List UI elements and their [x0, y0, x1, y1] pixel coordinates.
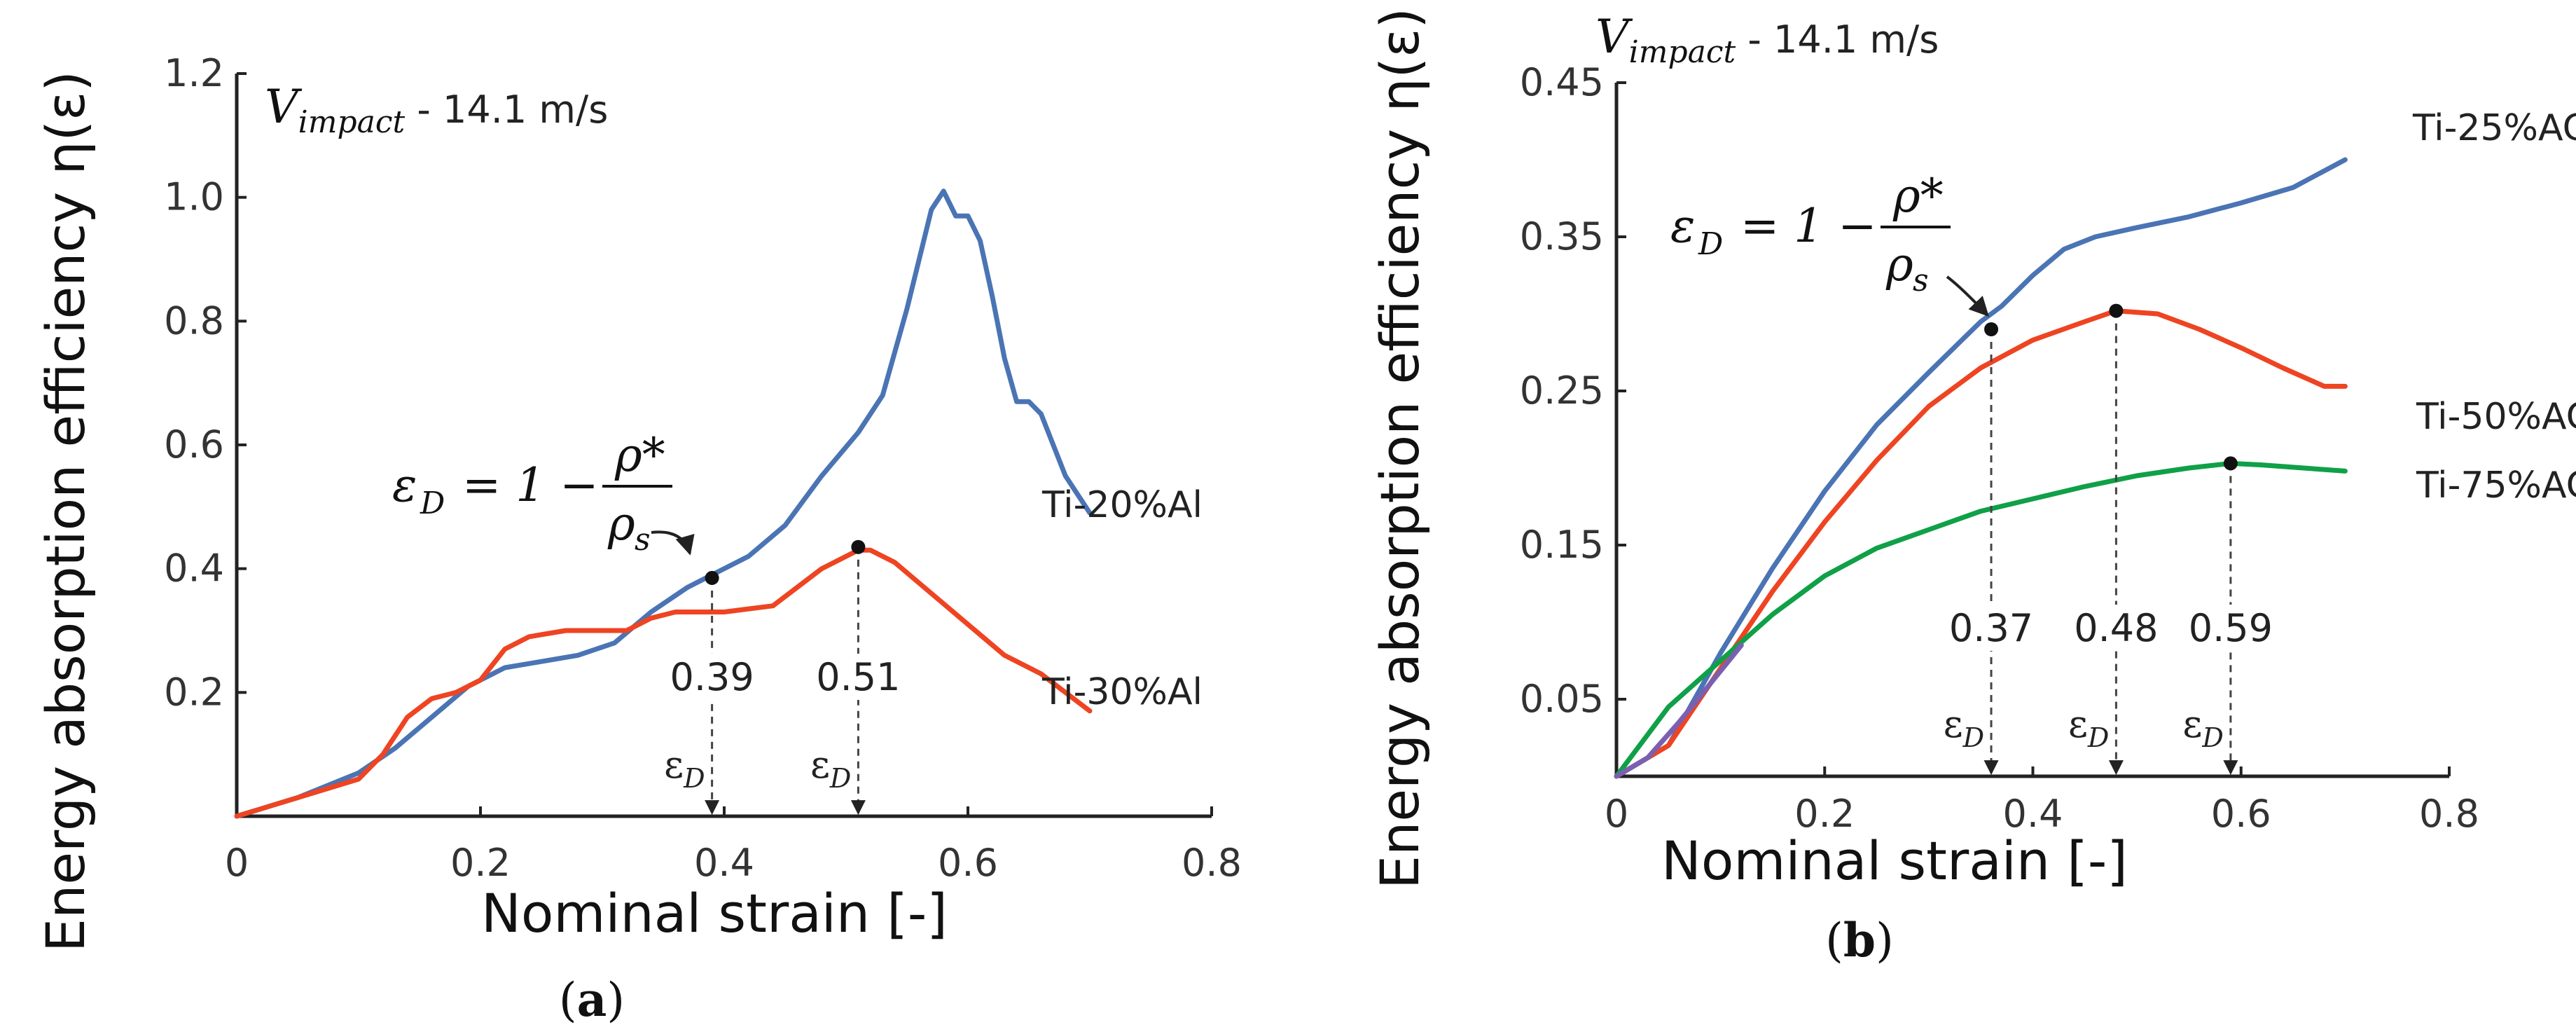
panel-a-y-tick-label: 0.2	[164, 670, 224, 714]
panel-a-x-tick-label: 0.8	[1182, 841, 1242, 885]
svg-text:D: D	[1698, 226, 1723, 262]
svg-text:= 1 −: = 1 −	[462, 458, 599, 512]
svg-text:s: s	[1913, 263, 1929, 298]
panel-b-value-label: 0.48	[2074, 606, 2158, 650]
panel-b-x-tick-label: 0.4	[2003, 792, 2063, 836]
svg-text:ρ: ρ	[607, 497, 635, 551]
panel-a-eps-label: εD	[810, 743, 851, 794]
panel-b-eps-label: εD	[2068, 702, 2109, 753]
panel-b-series-line-ti-75-ac	[1614, 460, 2348, 779]
panel-a-formula: ε D = 1 − ρ* ρ s	[392, 428, 672, 558]
panel-a-x-tick-label: 0.6	[938, 841, 998, 885]
panel-b: 0 0.2 0.4 0.6 0.8 0.05 0.15 0.25 0.35 0.45 0.37 εD…	[1369, 8, 2576, 968]
panel-b-caption: (b)	[1825, 913, 1894, 968]
panel-a-formula-arrow	[651, 530, 695, 556]
panel-b-y-tick-label: 0.25	[1520, 369, 1604, 413]
panel-a: 0 0.2 0.4 0.6 0.80.20.40.60.81.01.2 0.39εD0.…	[34, 51, 1242, 1027]
panel-b-impact-label: Vimpact - 14.1 m/s	[1595, 10, 1939, 70]
panel-a-y-tick-label: 1.2	[164, 51, 224, 95]
panel-b-value-label: 0.59	[2189, 606, 2273, 650]
panel-a-x-tick-label: 0.4	[694, 841, 754, 885]
panel-a-y-tick-label: 1.0	[164, 175, 224, 219]
panel-a-value-label: 0.39	[670, 655, 754, 699]
panel-b-formula: ε D = 1 − ρ* ρ s	[1670, 169, 1951, 298]
svg-text:s: s	[635, 522, 651, 558]
panel-b-y-tick-label: 0.05	[1520, 677, 1604, 721]
panel-a-y-tick-label: 0.6	[164, 422, 224, 467]
panel-b-series	[1614, 157, 2348, 779]
panel-a-series-line-ti-20-al	[234, 188, 1093, 819]
panel-a-points: 0.39 εD 0.51 εD	[664, 539, 901, 816]
panel-b-x-tick-label: 0.8	[2419, 792, 2479, 836]
svg-text:ε: ε	[392, 458, 417, 512]
panel-a-x-tick-label: 0.2	[450, 841, 511, 885]
svg-text:ρ*: ρ*	[1892, 169, 1944, 223]
svg-text:ρ: ρ	[1885, 238, 1913, 291]
panel-b-y-tick-label: 0.35	[1520, 214, 1604, 259]
panel-b-series-line-extra-3	[1614, 642, 1744, 779]
panel-b-x-tick-label: 0.2	[1794, 792, 1855, 836]
panel-a-series-label-ti30: Ti-30%Al	[1041, 671, 1203, 713]
panel-a-ylabel: Energy absorption efficiency η(ε)	[34, 71, 97, 952]
panel-b-series-label-ti25: Ti-25%AC	[2412, 107, 2576, 149]
panel-a-value-label: 0.51	[816, 655, 900, 699]
panel-a-value-label-bg	[671, 654, 753, 700]
panel-a-caption: (a)	[559, 972, 625, 1027]
panel-b-points: 0.37 εD 0.48 εD 0.59 εD	[1944, 303, 2273, 776]
svg-text:= 1 −: = 1 −	[1740, 199, 1877, 253]
svg-text:D: D	[420, 486, 445, 521]
panel-a-marked-point	[851, 539, 866, 554]
panel-b-value-label-bg	[1951, 605, 2033, 651]
panel-a-y-tick-label: 0.4	[164, 546, 224, 591]
panel-b-xlabel: Nominal strain [-]	[1661, 830, 2128, 892]
panel-a-series-label-ti20: Ti-20%Al	[1041, 484, 1203, 526]
svg-text:ε: ε	[1670, 199, 1695, 253]
panel-b-marked-point	[2109, 303, 2124, 318]
svg-text:ρ*: ρ*	[614, 428, 665, 482]
panel-b-marked-point	[2223, 456, 2238, 471]
panel-b-axes: 0 0.2 0.4 0.6 0.8 0.05 0.15 0.25 0.35 0.45	[1520, 60, 2479, 836]
panel-a-value-label-bg	[817, 654, 899, 700]
panel-a-eps-label: εD	[664, 743, 705, 794]
panel-b-y-tick-label: 0.45	[1520, 60, 1604, 104]
panel-a-xlabel: Nominal strain [-]	[481, 882, 948, 944]
panel-b-ylabel: Energy absorption efficiency η(ε)	[1369, 8, 1431, 889]
panel-a-x-tick-label: 0	[225, 841, 249, 885]
panel-a-series	[234, 188, 1093, 819]
panel-b-formula-arrow	[1946, 275, 1989, 317]
panel-b-x-tick-label: 0.6	[2211, 792, 2271, 836]
panel-b-series-line-ti-25-ac	[1614, 157, 2348, 779]
panel-b-value-label: 0.37	[1949, 606, 2033, 650]
panel-b-series-line-ti-50-ac	[1614, 308, 2348, 779]
panel-a-series-line-ti-30-al	[234, 547, 1093, 819]
panel-a-impact-label: Vimpact - 14.1 m/s	[265, 80, 608, 140]
panel-b-marked-point	[1984, 322, 1999, 336]
panel-b-value-label-bg	[2189, 605, 2271, 651]
panel-a-axes: 0 0.2 0.4 0.6 0.8 0.2 0.4 0.6 0.8 1.0 1.2	[164, 51, 1242, 885]
panel-b-x-tick-label: 0	[1605, 792, 1628, 836]
panel-b-eps-label: εD	[2182, 702, 2223, 753]
panel-b-y-tick-label: 0.15	[1520, 523, 1604, 567]
panel-b-value-label-bg	[2075, 605, 2157, 651]
panel-b-series-label-ti75: Ti-75%AC	[2416, 465, 2576, 507]
panel-a-y-tick-label: 0.8	[164, 298, 224, 343]
panel-b-eps-label: εD	[1944, 702, 1984, 753]
panel-b-series-label-ti50: Ti-50%AC	[2416, 396, 2576, 438]
panel-a-marked-point	[705, 570, 719, 585]
